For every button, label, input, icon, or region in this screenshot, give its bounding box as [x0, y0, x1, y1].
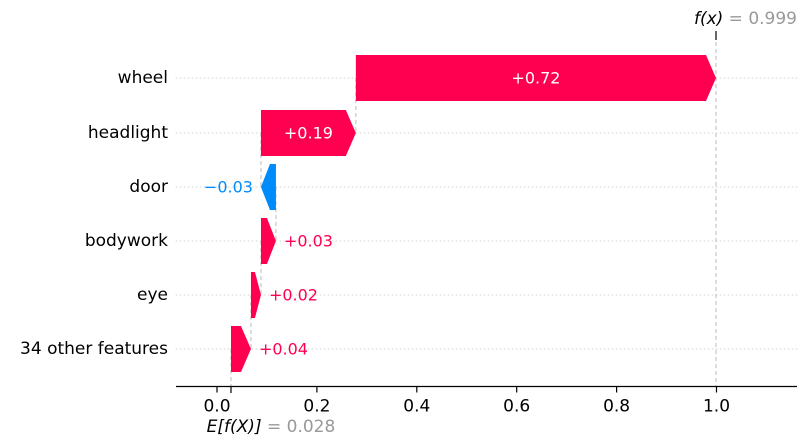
base-annotation: E[f(X)] = 0.028 [207, 417, 336, 437]
x-tick-label-4: 0.8 [603, 397, 630, 417]
bar-headlight [260, 110, 356, 156]
feature-label-34-other-features: 34 other features [20, 339, 168, 359]
base-value: = 0.028 [262, 417, 336, 437]
feature-label-bodywork: bodywork [85, 231, 168, 251]
bar-value-label-2: −0.03 [204, 178, 253, 197]
bar-value-label-4: +0.02 [269, 286, 318, 305]
fx-annotation: f(x) = 0.999 [694, 9, 797, 29]
feature-label-door: door [129, 177, 168, 197]
x-tick-label-3: 0.6 [503, 397, 530, 417]
bar-value-label-5: +0.04 [259, 340, 308, 359]
bar-value-label-0: +0.72 [511, 69, 560, 88]
feature-label-wheel: wheel [118, 68, 168, 88]
base-label: E[f(X)] [207, 417, 262, 437]
x-tick-label-0: 0.0 [203, 397, 230, 417]
feature-label-eye: eye [137, 285, 168, 305]
bar-value-label-3: +0.03 [284, 232, 333, 251]
bar-34-other-features [230, 326, 251, 372]
fx-label: f(x) [694, 9, 723, 29]
x-tick-label-1: 0.2 [303, 397, 330, 417]
bar-eye [250, 272, 261, 318]
bar-door [260, 164, 276, 210]
bar-bodywork [260, 218, 276, 264]
feature-label-headlight: headlight [88, 123, 168, 143]
bar-wheel [355, 55, 717, 101]
bar-value-label-1: +0.19 [284, 124, 333, 143]
x-tick-label-2: 0.4 [403, 397, 430, 417]
x-tick-label-5: 1.0 [703, 397, 730, 417]
fx-value: = 0.999 [723, 9, 797, 29]
